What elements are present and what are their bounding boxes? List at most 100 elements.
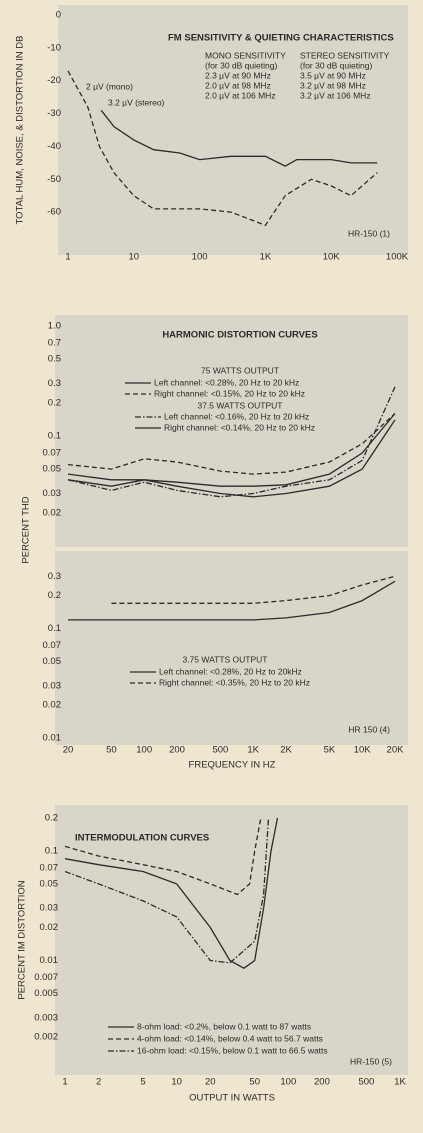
x-tick-label: 100K [386,252,409,263]
x-tick-label: 20K [387,745,405,756]
y-tick-label: -10 [47,42,61,53]
x-tick-label: 5K [324,745,336,756]
x-tick-label: 100 [280,1077,296,1088]
y-tick-label: 0.2 [48,397,61,408]
x-tick-label: 5 [140,1077,145,1088]
annotation: 3.2 µV (stereo) [108,97,165,107]
x-tick-label: 1K [260,252,272,263]
x-tick-label: 1 [65,252,70,263]
y-tick-label: 0.005 [34,988,58,999]
series-line [64,817,270,964]
annotation: 3.5 µV at 90 MHz [300,70,366,80]
chart-title: HARMONIC DISTORTION CURVES [162,330,317,341]
y-tick-label: 0.5 [48,354,61,365]
y-tick-label: 0.1 [48,623,61,634]
legend-label: 8-ohm load: <0.2%, below 0.1 watt to 87 … [137,1021,311,1031]
annotation: HR-150 (1) [348,228,390,238]
y-tick-label: 0.007 [34,972,58,983]
y-tick-label: -30 [47,108,61,119]
y-tick-label: 0.7 [48,338,61,349]
x-tick-label: 1 [62,1077,67,1088]
x-tick-label: 10K [323,252,341,263]
x-tick-label: 500 [358,1077,374,1088]
series-line [67,419,396,498]
x-tick-label: 100 [136,745,152,756]
y-tick-label: 0.05 [40,878,59,889]
annotation: 3.2 µV at 106 MHz [300,90,371,100]
legend-label: 4-ohm load: <0.14%, below 0.4 watt to 56… [137,1033,323,1043]
y-tick-label: 0.01 [43,733,62,744]
x-axis-label: OUTPUT IN WATTS [189,1093,275,1104]
panel [55,551,408,745]
y-tick-label: 0.05 [43,464,62,475]
x-tick-label: 1K [247,745,259,756]
y-axis-label: PERCENT IM DISTORTION [17,880,28,999]
annotation: 75 WATTS OUTPUT [201,365,279,375]
y-tick-label: -20 [47,75,61,86]
x-tick-label: 2K [280,745,292,756]
annotation: 2.0 µV at 98 MHz [205,80,271,90]
y-tick-label: 0.2 [48,590,61,601]
y-tick-label: -40 [47,141,61,152]
annotation: (for 30 dB quieting) [205,60,277,70]
legend-label: 16-ohm load: <0.15%, below 0.1 watt to 6… [137,1045,328,1055]
annotation: HR 150 (4) [348,724,390,734]
series-line [111,575,396,604]
y-tick-label: 0.1 [48,431,61,442]
x-tick-label: 100 [192,252,208,263]
annotation: STEREO SENSITIVITY [300,50,390,60]
y-axis-label: TOTAL HUM, NOISE, & DISTORTION IN DB [15,36,26,225]
series-line [68,580,396,621]
series-line [64,817,279,969]
y-tick-label: 0.03 [43,488,62,499]
series-line [67,413,396,487]
x-tick-label: 500 [212,745,228,756]
annotation: 2.3 µV at 90 MHz [205,70,271,80]
y-tick-label: -60 [47,207,61,218]
annotation: 2 µV (mono) [86,81,133,91]
annotation: HR-150 (5) [350,1056,392,1066]
legend-label: Right channel: <0.14%, 20 Hz to 20 kHz [164,422,315,432]
y-axis-label: PERCENT THD [21,496,32,563]
y-tick-label: 1.0 [48,321,61,332]
y-tick-label: 0.1 [45,845,58,856]
series-line [67,413,396,475]
y-tick-label: 0.02 [43,507,62,518]
panel [58,5,408,255]
x-tick-label: 50 [249,1077,260,1088]
annotation: 3.75 WATTS OUTPUT [182,654,267,664]
legend-label: Left channel: <0.28%, 20 Hz to 20 kHz [154,377,299,387]
y-tick-label: 0 [56,10,61,21]
legend-label: Left channel: <0.16%, 20 Hz to 20 kHz [164,411,309,421]
legend-label: Right channel: <0.35%, 20 Hz to 20 kHz [159,677,310,687]
y-tick-label: 0.07 [40,862,59,873]
y-tick-label: 0.003 [34,1012,58,1023]
y-tick-label: 0.03 [40,903,59,914]
x-tick-label: 200 [314,1077,330,1088]
y-tick-label: 0.05 [43,656,62,667]
legend-label: Right channel: <0.15%, 20 Hz to 20 kHz [154,388,305,398]
y-tick-label: 0.3 [48,378,61,389]
annotation: (for 30 dB quieting) [300,60,372,70]
y-tick-label: 0.002 [34,1032,58,1043]
x-tick-label: 20 [205,1077,216,1088]
x-tick-label: 10K [354,745,372,756]
y-tick-label: 0.2 [45,813,58,824]
y-tick-label: -50 [47,174,61,185]
y-tick-label: 0.07 [43,448,62,459]
annotation: MONO SENSITIVITY [205,50,286,60]
annotation: 2.0 µV at 106 MHz [205,90,276,100]
x-tick-label: 50 [106,745,117,756]
y-tick-label: 0.02 [40,922,59,933]
chart-title: FM SENSITIVITY & QUIETING CHARACTERISTIC… [168,33,394,44]
panel [55,315,408,547]
chart-title: INTERMODULATION CURVES [75,833,209,844]
x-tick-label: 10 [129,252,140,263]
x-tick-label: 200 [169,745,185,756]
y-tick-label: 0.02 [43,700,62,711]
annotation: 37.5 WATTS OUTPUT [197,400,282,410]
y-tick-label: 0.01 [40,955,59,966]
annotation: 3.2 µV at 98 MHz [300,80,366,90]
x-tick-label: 20 [63,745,74,756]
